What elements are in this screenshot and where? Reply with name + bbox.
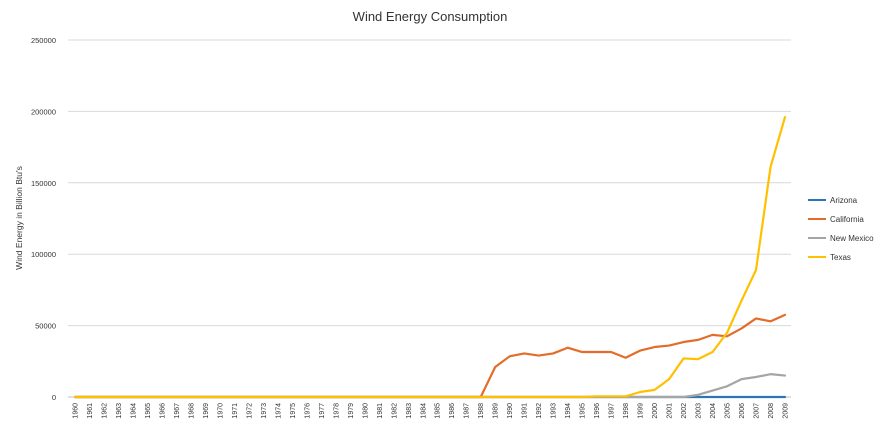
- x-tick-label: 1999: [638, 403, 645, 419]
- x-axis-ticks: 1960 1961 1962 1963 1964 1965 1966 1967 1968 1969…: [73, 403, 790, 419]
- x-tick-label: 1987: [464, 403, 471, 419]
- chart-title: Wind Energy Consumption: [353, 9, 508, 24]
- x-tick-label: 1997: [609, 403, 616, 419]
- x-tick-label: 1973: [261, 403, 268, 419]
- y-tick-label: 100000: [31, 250, 56, 259]
- x-tick-label: 1985: [435, 403, 442, 419]
- x-tick-label: 1993: [551, 403, 558, 419]
- x-tick-label: 1991: [522, 403, 529, 419]
- x-tick-label: 2005: [725, 403, 732, 419]
- x-tick-label: 1992: [536, 403, 543, 419]
- x-tick-label: 1996: [594, 403, 601, 419]
- x-tick-label: 1977: [319, 403, 326, 419]
- series-lines: [73, 116, 787, 399]
- y-tick-label: 150000: [31, 179, 56, 188]
- x-tick-label: 1968: [188, 403, 195, 419]
- x-tick-label: 1976: [304, 403, 311, 419]
- x-tick-label: 1978: [333, 403, 340, 419]
- y-tick-label: 50000: [35, 322, 56, 331]
- x-tick-label: 1967: [174, 403, 181, 419]
- x-tick-label: 1979: [348, 403, 355, 419]
- series-line-new-mexico: [73, 373, 787, 399]
- x-tick-label: 2002: [681, 403, 688, 419]
- legend-label: Texas: [830, 253, 851, 262]
- x-tick-label: 1983: [406, 403, 413, 419]
- x-tick-label: 1988: [478, 403, 485, 419]
- y-tick-label: 250000: [31, 36, 56, 45]
- x-tick-label: 1971: [232, 403, 239, 419]
- x-tick-label: 1975: [290, 403, 297, 419]
- x-tick-label: 1970: [217, 403, 224, 419]
- legend-label: New Mexico: [830, 234, 874, 243]
- x-tick-label: 1995: [580, 403, 587, 419]
- y-axis-label: Wind Energy in Billion Btu's: [14, 166, 24, 270]
- x-tick-label: 1960: [73, 403, 80, 419]
- x-tick-label: 1986: [449, 403, 456, 419]
- y-tick-label: 0: [52, 393, 56, 402]
- series-line-texas: [73, 116, 787, 399]
- x-tick-label: 1974: [275, 403, 282, 419]
- x-tick-label: 1972: [246, 403, 253, 419]
- legend: Arizona California New Mexico Texas: [808, 196, 874, 262]
- x-tick-label: 1982: [391, 403, 398, 419]
- gridlines: [68, 39, 791, 398]
- x-tick-label: 2009: [783, 403, 790, 419]
- x-tick-label: 1969: [203, 403, 210, 419]
- series-line-california: [73, 313, 787, 399]
- y-tick-label: 200000: [31, 107, 56, 116]
- y-axis-ticks: 0 50000 100000 150000 200000 250000: [31, 36, 56, 402]
- x-tick-label: 1961: [87, 403, 94, 419]
- x-tick-label: 1966: [159, 403, 166, 419]
- x-tick-label: 1964: [130, 403, 137, 419]
- x-tick-label: 2003: [696, 403, 703, 419]
- legend-label: California: [830, 215, 864, 224]
- x-tick-label: 1980: [362, 403, 369, 419]
- x-tick-label: 1984: [420, 403, 427, 419]
- x-tick-label: 1994: [565, 403, 572, 419]
- x-tick-label: 1981: [377, 403, 384, 419]
- x-tick-label: 2008: [768, 403, 775, 419]
- x-tick-label: 2000: [652, 403, 659, 419]
- x-tick-label: 2004: [710, 403, 717, 419]
- legend-label: Arizona: [830, 196, 858, 205]
- x-tick-label: 2001: [667, 403, 674, 419]
- x-tick-label: 1962: [101, 403, 108, 419]
- x-tick-label: 2007: [754, 403, 761, 419]
- x-tick-label: 1965: [145, 403, 152, 419]
- x-tick-label: 1998: [623, 403, 630, 419]
- x-tick-label: 1989: [493, 403, 500, 419]
- x-tick-label: 2006: [739, 403, 746, 419]
- x-tick-label: 1963: [116, 403, 123, 419]
- x-tick-label: 1990: [507, 403, 514, 419]
